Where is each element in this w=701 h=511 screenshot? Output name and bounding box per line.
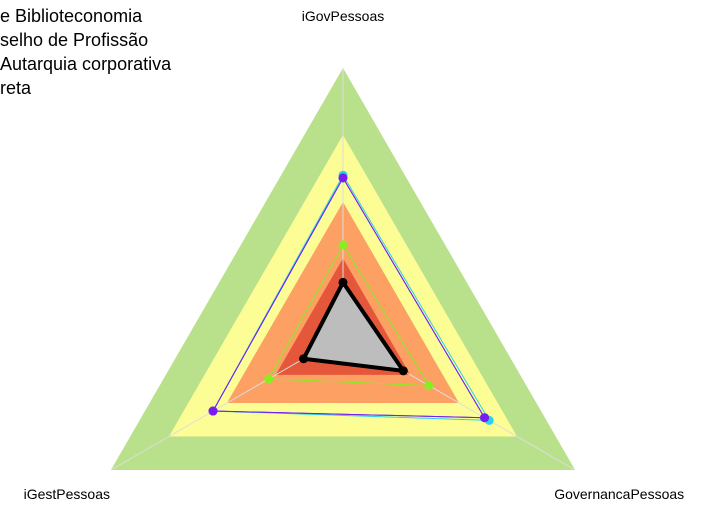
series-point (398, 366, 408, 376)
legend-text: reta (0, 78, 32, 98)
series-point (338, 173, 348, 183)
series-point (264, 374, 274, 384)
series-line (268, 244, 430, 387)
legend-text: e Biblioteconomia (0, 6, 143, 26)
series-point (424, 381, 434, 391)
legend-text: Autarquia corporativa (0, 54, 172, 74)
series-line (212, 177, 486, 419)
series-point (299, 354, 309, 364)
series-point (208, 406, 218, 416)
series-point (338, 277, 348, 287)
legend: e Biblioteconomia selho de Profissão Aut… (0, 6, 172, 98)
axis-label: GovernancaPessoas (554, 486, 684, 502)
legend-text: selho de Profissão (0, 30, 148, 50)
series-point (338, 240, 348, 250)
series-line (212, 174, 490, 421)
axis-label: iGestPessoas (24, 486, 110, 502)
series-point (480, 413, 490, 423)
series-line (301, 280, 406, 373)
axis-label: iGovPessoas (302, 8, 384, 24)
